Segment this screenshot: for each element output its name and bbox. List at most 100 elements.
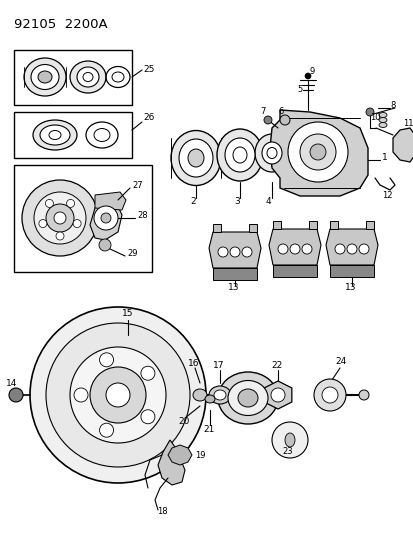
Circle shape [271, 422, 307, 458]
Circle shape [313, 379, 345, 411]
Ellipse shape [192, 389, 206, 401]
Polygon shape [365, 221, 373, 229]
Ellipse shape [228, 381, 267, 416]
Ellipse shape [261, 142, 281, 164]
Circle shape [46, 204, 74, 232]
Circle shape [101, 213, 111, 223]
Polygon shape [95, 192, 126, 210]
Ellipse shape [70, 61, 106, 93]
Circle shape [99, 239, 111, 251]
Circle shape [106, 383, 130, 407]
Text: 7: 7 [259, 108, 265, 117]
Circle shape [301, 244, 311, 254]
Text: 5: 5 [296, 85, 301, 94]
Text: 18: 18 [156, 507, 167, 516]
Text: 27: 27 [132, 181, 142, 190]
Text: 15: 15 [122, 309, 133, 318]
Polygon shape [248, 224, 256, 232]
Polygon shape [158, 440, 185, 485]
Text: 11: 11 [402, 118, 413, 127]
Circle shape [70, 347, 166, 443]
Polygon shape [263, 381, 291, 409]
Ellipse shape [188, 149, 204, 167]
Polygon shape [212, 268, 256, 280]
Text: 24: 24 [334, 358, 345, 367]
Bar [14, 50, 132, 105]
Ellipse shape [209, 386, 230, 404]
Circle shape [66, 199, 74, 207]
Ellipse shape [378, 112, 386, 117]
Ellipse shape [24, 58, 66, 96]
Ellipse shape [31, 64, 59, 90]
Ellipse shape [378, 117, 386, 123]
Polygon shape [272, 221, 280, 229]
Polygon shape [272, 265, 316, 277]
Circle shape [263, 116, 271, 124]
Text: 23: 23 [281, 448, 292, 456]
Ellipse shape [237, 389, 257, 407]
Circle shape [140, 366, 154, 380]
Polygon shape [392, 128, 413, 162]
Text: 20: 20 [178, 417, 189, 426]
Ellipse shape [178, 139, 212, 177]
Ellipse shape [204, 395, 214, 403]
Text: 3: 3 [233, 198, 239, 206]
Circle shape [9, 388, 23, 402]
Circle shape [277, 244, 287, 254]
Circle shape [140, 410, 154, 424]
Polygon shape [268, 229, 320, 265]
Ellipse shape [77, 67, 99, 87]
Text: 13: 13 [228, 284, 239, 293]
Circle shape [358, 244, 368, 254]
Circle shape [218, 247, 228, 257]
Circle shape [309, 144, 325, 160]
Ellipse shape [218, 372, 277, 424]
Circle shape [22, 180, 98, 256]
Text: 25: 25 [142, 66, 154, 75]
Text: 21: 21 [202, 425, 214, 434]
Circle shape [56, 232, 64, 240]
Circle shape [299, 134, 335, 170]
Circle shape [279, 115, 289, 125]
Ellipse shape [38, 71, 52, 83]
Circle shape [287, 122, 347, 182]
Bar [14, 112, 132, 158]
Bar [14, 165, 152, 272]
Circle shape [45, 199, 53, 207]
Text: 13: 13 [344, 284, 356, 293]
Circle shape [346, 244, 356, 254]
Circle shape [90, 367, 146, 423]
Circle shape [242, 247, 252, 257]
Circle shape [321, 387, 337, 403]
Circle shape [74, 388, 88, 402]
Polygon shape [269, 110, 367, 196]
Ellipse shape [216, 129, 262, 181]
Text: 19: 19 [195, 450, 205, 459]
Circle shape [39, 220, 47, 228]
Text: 4: 4 [266, 198, 271, 206]
Text: 26: 26 [142, 114, 154, 123]
Polygon shape [329, 221, 337, 229]
Polygon shape [168, 445, 192, 465]
Circle shape [365, 108, 373, 116]
Polygon shape [329, 265, 373, 277]
Text: 1: 1 [381, 154, 387, 163]
Text: 9: 9 [309, 68, 314, 77]
Ellipse shape [254, 134, 288, 172]
Circle shape [99, 423, 113, 437]
Circle shape [334, 244, 344, 254]
Ellipse shape [40, 125, 70, 145]
Polygon shape [325, 229, 377, 265]
Circle shape [289, 244, 299, 254]
Text: 16: 16 [188, 359, 199, 367]
Circle shape [73, 220, 81, 228]
Polygon shape [212, 224, 221, 232]
Ellipse shape [33, 120, 77, 150]
Circle shape [304, 73, 310, 79]
Circle shape [46, 323, 190, 467]
Text: 12: 12 [381, 191, 392, 200]
Text: 6: 6 [277, 108, 282, 117]
Circle shape [99, 353, 113, 367]
Circle shape [94, 206, 118, 230]
Polygon shape [308, 221, 316, 229]
